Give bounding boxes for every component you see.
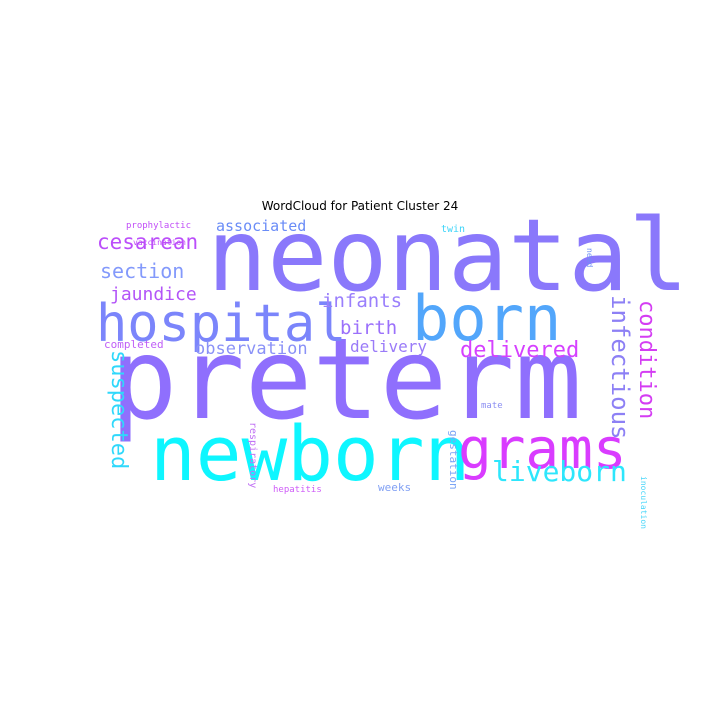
word-hepatitis: hepatitis [273,485,322,495]
word-birth: birth [340,317,397,339]
word-cesarean: cesarean [97,230,198,254]
word-born: born [412,282,561,355]
word-observation: observation [195,339,308,359]
chart-title: WordCloud for Patient Cluster 24 [261,199,459,213]
word-suspected: suspected [106,350,131,469]
word-liveborn: liveborn [492,455,627,488]
word-weeks: weeks [378,481,411,494]
word-section: section [100,259,184,283]
word-mate: mate [481,401,503,411]
word-hospital: hospital [96,294,346,354]
word-jaundice: jaundice [110,284,197,305]
word-completed: completed [104,338,164,351]
word-delivery: delivery [350,337,427,356]
word-infants: infants [322,290,402,312]
word-twin: twin [441,224,465,235]
word-associated: associated [216,217,306,235]
word-infectious: infectious [606,295,634,440]
word-neonatal: neonatal [207,197,689,314]
word-grams: grams [458,417,627,482]
word-respiratory: respiratory [247,422,258,488]
word-gestation: gestation [447,430,460,490]
word-preterm: preterm [110,315,582,445]
word-delivered: delivered [460,338,579,363]
word-newborn: newborn [150,409,470,498]
word-condition: condition [634,300,659,419]
word-prophylactic: prophylactic [126,221,191,231]
word-inoculation: inoculation [639,476,648,529]
word-vaccination: vaccination [133,238,186,247]
word-need: need [585,248,594,267]
